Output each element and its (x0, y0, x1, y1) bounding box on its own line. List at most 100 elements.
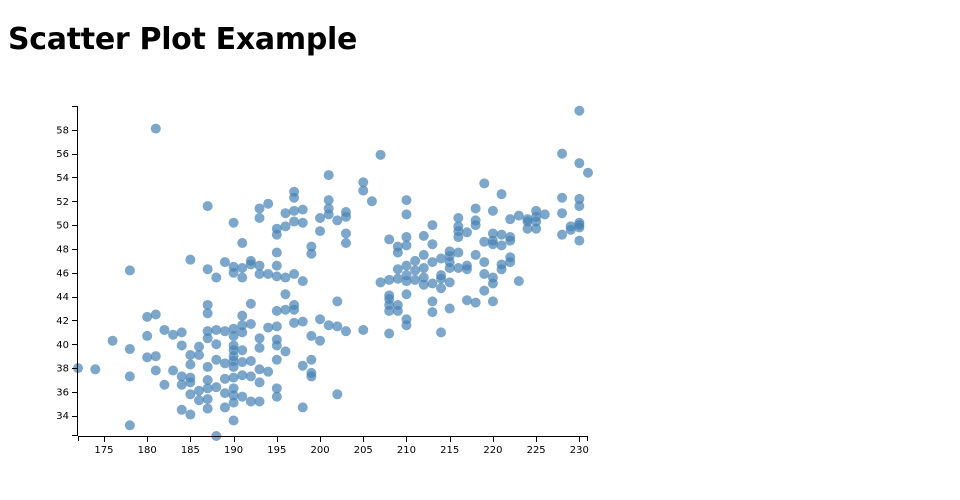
x-tick-label: 215 (440, 445, 459, 456)
data-point (470, 203, 481, 214)
data-point (271, 334, 282, 345)
data-point (219, 388, 230, 399)
data-point (176, 379, 187, 390)
data-point (107, 335, 118, 346)
data-point (470, 215, 481, 226)
data-point (219, 257, 230, 268)
data-point (280, 304, 291, 315)
data-point (168, 329, 179, 340)
data-point (228, 340, 239, 351)
data-point (176, 327, 187, 338)
data-point (436, 283, 447, 294)
data-point (384, 274, 395, 285)
data-point (202, 383, 213, 394)
x-tick-label: 195 (267, 445, 286, 456)
data-point (444, 303, 455, 314)
data-point (574, 217, 585, 228)
data-point (461, 260, 472, 271)
data-point (505, 252, 516, 263)
y-tick-label: 54 (56, 173, 69, 184)
data-point (323, 195, 334, 206)
data-point (418, 249, 429, 260)
data-point (315, 314, 326, 325)
data-point (557, 229, 568, 240)
data-point (487, 272, 498, 283)
data-point (315, 335, 326, 346)
data-point (142, 330, 153, 341)
data-point (254, 212, 265, 223)
data-point (289, 299, 300, 310)
data-point (168, 365, 179, 376)
data-point (297, 204, 308, 215)
data-point (142, 352, 153, 363)
data-point (202, 403, 213, 414)
data-point (124, 265, 135, 276)
data-point (496, 229, 507, 240)
data-point (271, 321, 282, 332)
data-point (219, 373, 230, 384)
data-point (401, 260, 412, 271)
data-point (332, 215, 343, 226)
data-point (479, 178, 490, 189)
data-point (271, 260, 282, 271)
data-point (228, 397, 239, 408)
data-point (384, 234, 395, 245)
y-tick-label: 50 (56, 221, 69, 232)
data-point (194, 395, 205, 406)
data-point (263, 322, 274, 333)
data-point (211, 324, 222, 335)
data-point (340, 238, 351, 249)
data-point (150, 309, 161, 320)
data-point (237, 310, 248, 321)
data-point (202, 308, 213, 319)
data-point (384, 328, 395, 339)
data-point (323, 170, 334, 181)
data-point (228, 330, 239, 341)
x-tick-label: 190 (224, 445, 243, 456)
data-point (410, 255, 421, 266)
data-point (410, 265, 421, 276)
data-point (124, 371, 135, 382)
data-point (254, 364, 265, 375)
data-point (306, 241, 317, 252)
data-point (254, 377, 265, 388)
data-point (522, 214, 533, 225)
data-point (176, 404, 187, 415)
data-point (228, 217, 239, 228)
data-point (185, 409, 196, 420)
data-point (487, 235, 498, 246)
x-tick-label: 205 (354, 445, 373, 456)
data-point (194, 385, 205, 396)
data-point (254, 260, 265, 271)
x-tick-label: 220 (483, 445, 502, 456)
data-point (401, 270, 412, 281)
data-point (557, 148, 568, 159)
data-point (479, 236, 490, 247)
data-point (289, 205, 300, 216)
data-point (237, 320, 248, 331)
data-point (461, 227, 472, 238)
data-point (280, 346, 291, 357)
data-point (289, 216, 300, 227)
data-point (297, 217, 308, 228)
data-point (539, 209, 550, 220)
data-point (461, 295, 472, 306)
data-point (487, 205, 498, 216)
data-point (332, 296, 343, 307)
data-point (418, 272, 429, 283)
data-point (358, 324, 369, 335)
page-title: Scatter Plot Example (8, 22, 358, 57)
data-point (427, 220, 438, 231)
data-point (479, 268, 490, 279)
data-point (306, 367, 317, 378)
data-point (280, 289, 291, 300)
data-point (315, 226, 326, 237)
data-point (574, 193, 585, 204)
data-point (202, 201, 213, 212)
y-tick-label: 52 (56, 197, 69, 208)
data-point (271, 247, 282, 258)
data-point (418, 263, 429, 274)
x-tick-label: 180 (138, 445, 157, 456)
data-point (513, 210, 524, 221)
data-point (271, 391, 282, 402)
